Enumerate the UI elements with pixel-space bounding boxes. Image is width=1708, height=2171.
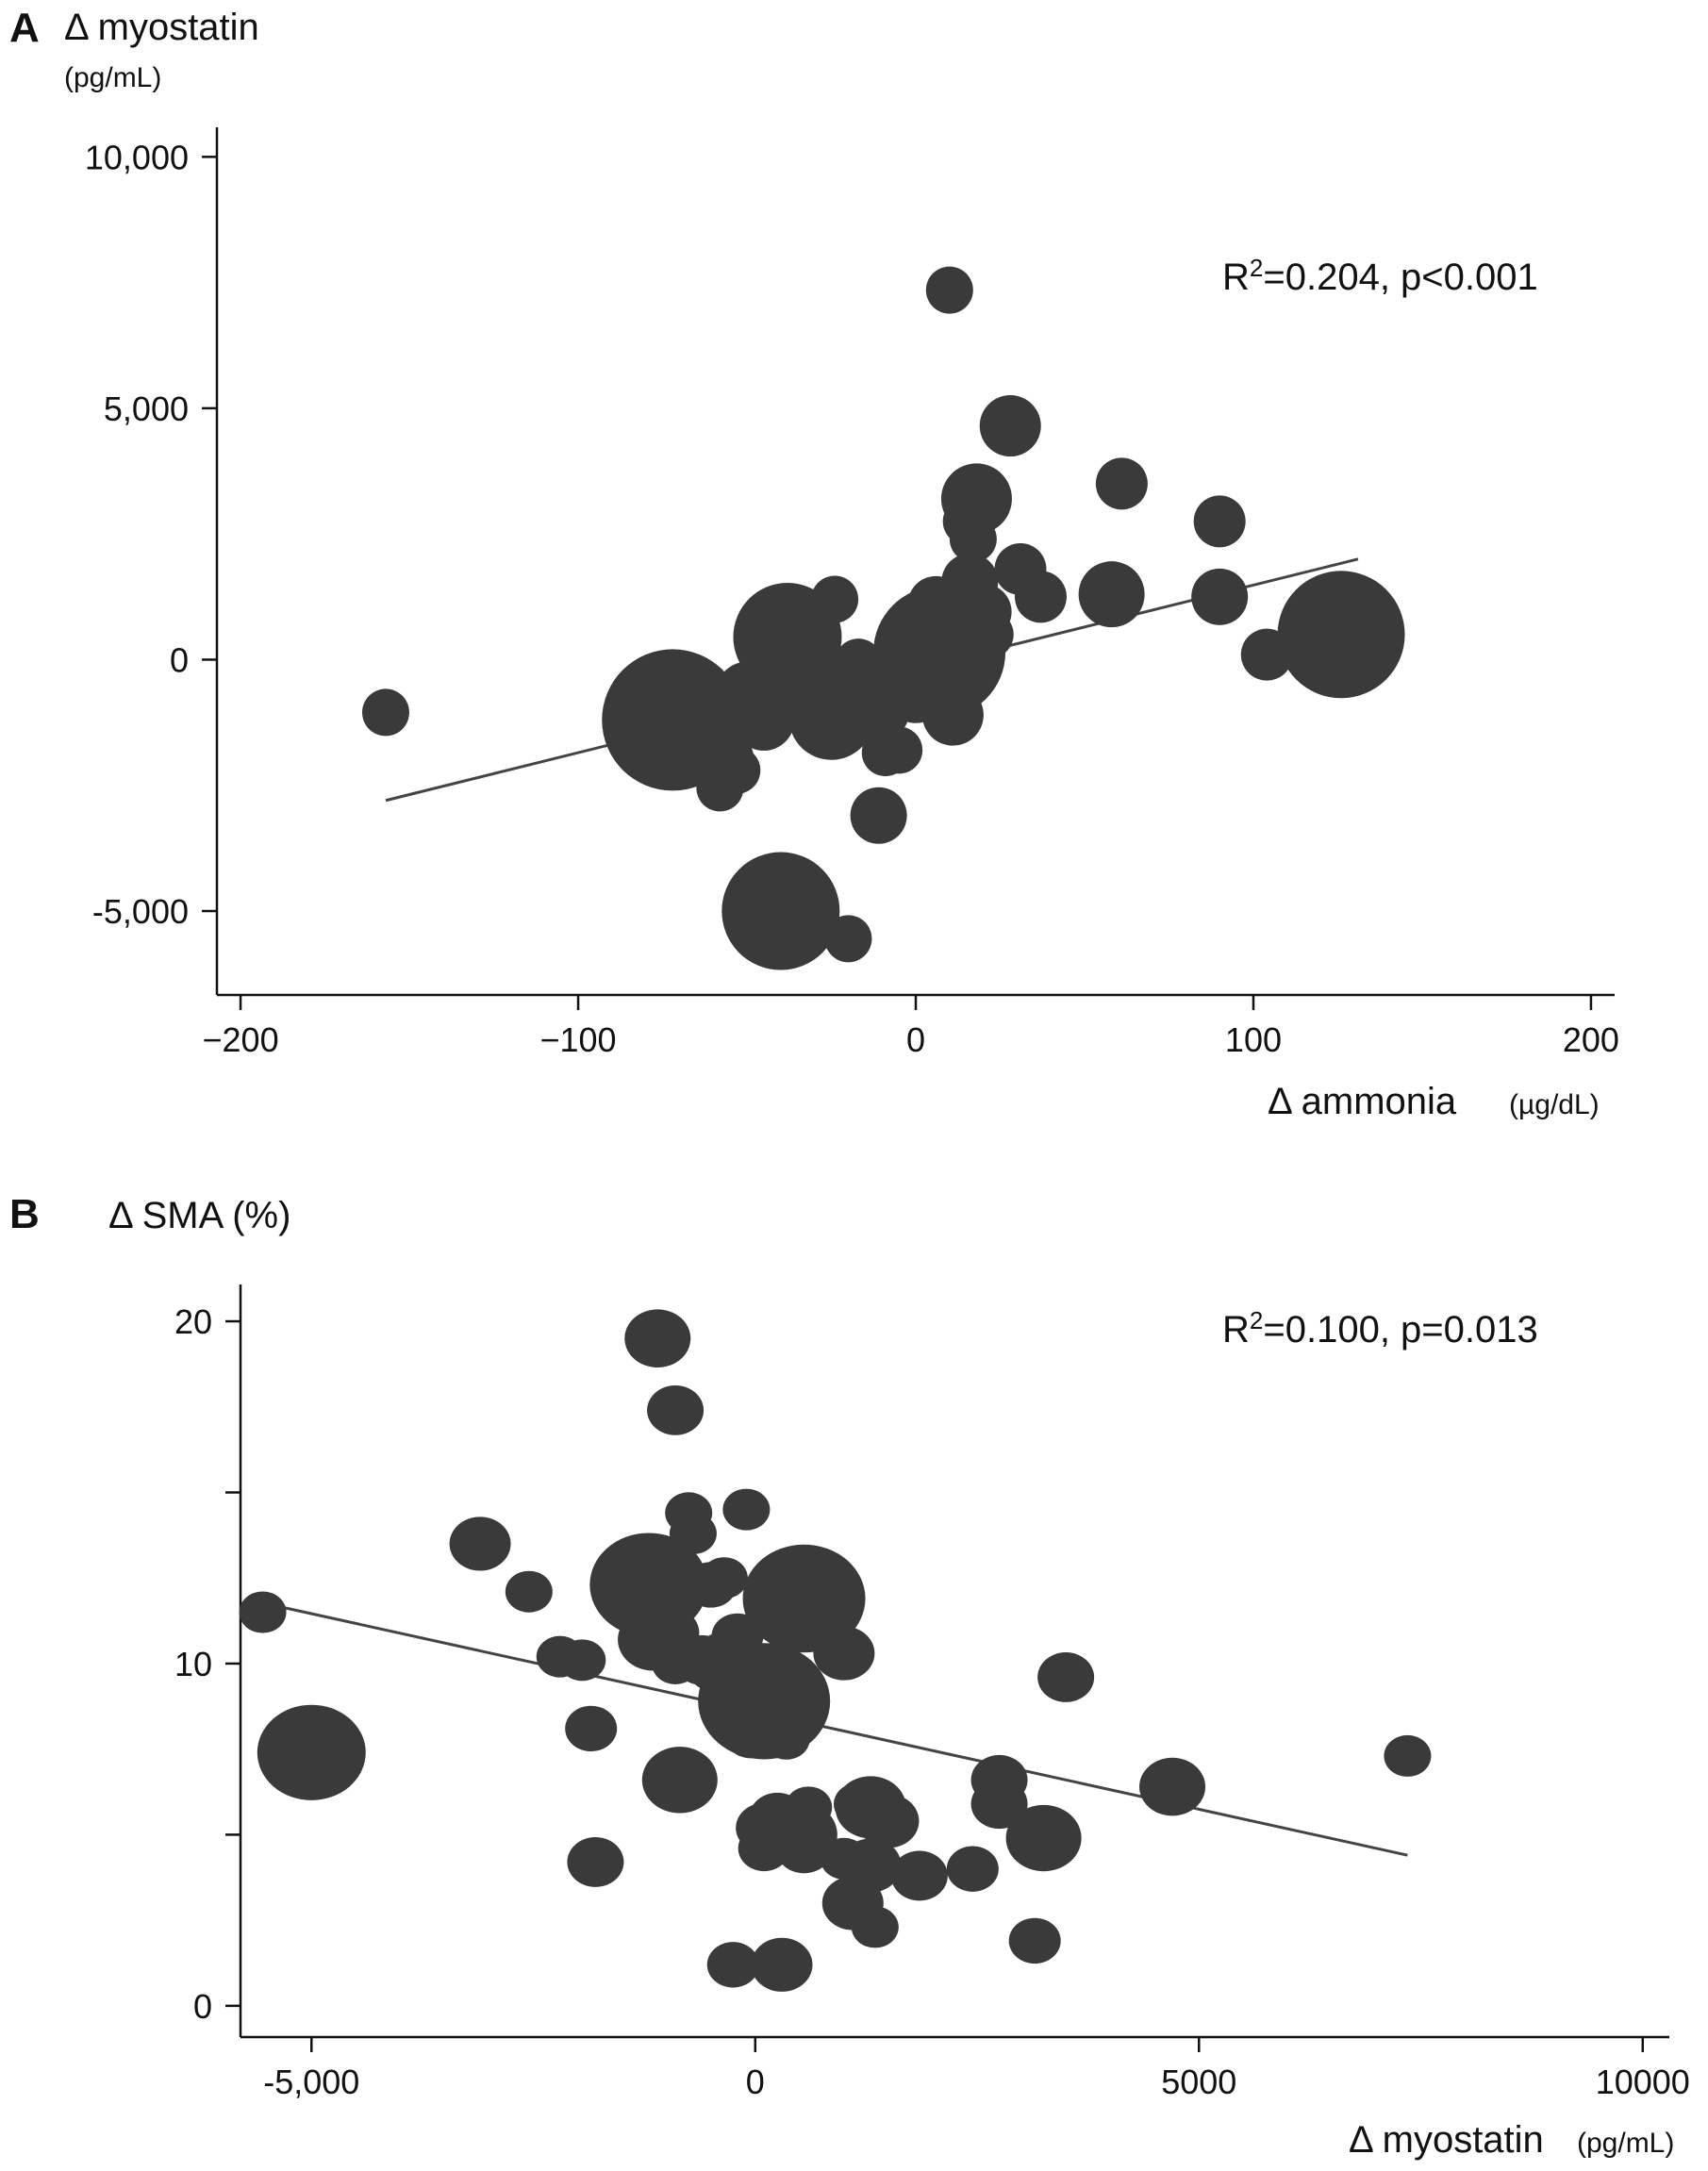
- panel-a-data-point: [824, 915, 872, 963]
- panel-a-x-tick-label: 0: [906, 1020, 925, 1059]
- panel-b-data-point: [722, 1488, 771, 1531]
- panel-b-y-tick-label: 0: [193, 1987, 212, 2026]
- panel-a-data-point: [932, 686, 980, 734]
- panel-b-data-point: [785, 1786, 833, 1829]
- panel-b-stats-r: R: [1222, 1309, 1250, 1351]
- panel-b-data-point: [1139, 1757, 1206, 1816]
- panel-a-data-point: [1277, 571, 1405, 699]
- panel-b-data-point: [565, 1705, 618, 1752]
- panel-b-points: [239, 1309, 1432, 1992]
- panel-b-x-tick-label: 0: [746, 2063, 765, 2101]
- panel-a-y-tick-label: 5,000: [104, 389, 189, 428]
- panel-b-x-tick-label: 10000: [1596, 2063, 1690, 2101]
- panel-b-data-point: [641, 1747, 718, 1814]
- panel-b-data-point: [762, 1717, 810, 1760]
- panel-b-y-tick-label: 10: [174, 1645, 212, 1683]
- panel-b-scatter: B Δ SMA (%) 0 10 20 -5,000 0 5000 10000 R2=0.1…: [9, 1191, 1690, 2161]
- panel-b-data-point: [742, 1544, 866, 1653]
- panel-b-data-point: [851, 1906, 899, 1948]
- panel-b-data-point: [970, 1779, 1028, 1830]
- panel-b-letter: B: [9, 1191, 40, 1237]
- panel-a-points: [361, 266, 1405, 970]
- panel-b-y-tick-label: 20: [174, 1302, 212, 1341]
- panel-b-data-point: [505, 1570, 553, 1613]
- panel-a-data-point: [1193, 495, 1246, 548]
- panel-b-stats-sup: 2: [1250, 1306, 1263, 1334]
- panel-b-data-point: [647, 1384, 705, 1435]
- panel-a-y-tick-label: 10,000: [85, 138, 189, 176]
- panel-a-letter: A: [9, 5, 40, 51]
- panel-b-stats-rest: =0.100, p=0.013: [1263, 1309, 1537, 1351]
- panel-a-data-point: [361, 688, 409, 737]
- panel-a-data-point: [1095, 457, 1148, 510]
- panel-b-data-point: [1384, 1734, 1432, 1777]
- panel-a-x-tick-label: −200: [203, 1020, 279, 1059]
- panel-b-data-point: [449, 1516, 511, 1571]
- panel-a-data-point: [713, 746, 761, 794]
- panel-a-data-point: [966, 610, 1014, 658]
- panel-a-data-point: [1191, 568, 1249, 625]
- panel-b-data-point: [257, 1704, 366, 1800]
- panel-a-data-point: [875, 726, 923, 774]
- panel-a-y-tick-label: -5,000: [92, 892, 189, 931]
- panel-a-data-point: [811, 575, 859, 623]
- panel-b-x-tick-label: -5,000: [263, 2063, 359, 2101]
- panel-b-data-point: [558, 1639, 606, 1682]
- panel-b-data-point: [1005, 1804, 1082, 1872]
- panel-b-data-point: [946, 1846, 999, 1892]
- panel-a-axes: -5,000 0 5,000 10,000 −200 −100 0 100 200: [85, 127, 1619, 1059]
- panel-a-data-point: [666, 654, 714, 702]
- panel-b-data-point: [567, 1837, 624, 1887]
- panel-b-x-tick-label: 5000: [1161, 2063, 1236, 2101]
- panel-a-stats: R2=0.204, p<0.001: [1222, 254, 1538, 298]
- panel-a-xlabel: Δ ammonia: [1268, 1081, 1457, 1122]
- panel-b-data-point: [890, 1850, 948, 1901]
- panel-b-xunit: (pg/mL): [1577, 2128, 1674, 2159]
- panel-b-xlabel: Δ myostatin: [1349, 2119, 1544, 2161]
- panel-a-data-point: [1014, 571, 1067, 623]
- panel-b-ylabel: Δ SMA (%): [108, 1195, 290, 1236]
- panel-a-data-point: [850, 787, 907, 844]
- panel-b-stats: R2=0.100, p=0.013: [1222, 1306, 1538, 1351]
- panel-b-data-point: [669, 1513, 717, 1555]
- panel-b-regression-line: [257, 1600, 1408, 1857]
- panel-b-data-point: [239, 1591, 287, 1633]
- panel-a-scatter: A Δ myostatin (pg/mL) -5,000 0 5,000 10,000…: [9, 5, 1619, 1122]
- panel-b-axes: 0 10 20 -5,000 0 5000 10000: [174, 1284, 1690, 2101]
- panel-a-y-tick-label: 0: [170, 640, 189, 679]
- panel-b-data-point: [857, 1794, 920, 1848]
- panel-a-xunit: (µg/dL): [1509, 1089, 1600, 1120]
- panel-a-x-tick-label: 200: [1563, 1020, 1619, 1059]
- panel-b-data-point: [1008, 1917, 1061, 1964]
- panel-b-data-point: [839, 1838, 902, 1893]
- panel-b-data-point: [775, 1823, 833, 1874]
- panel-b-data-point: [1037, 1652, 1095, 1702]
- panel-a-data-point: [1078, 561, 1145, 628]
- panel-b-data-point: [813, 1626, 875, 1681]
- panel-a-yunit: (pg/mL): [64, 62, 161, 93]
- panel-a-data-point: [979, 395, 1041, 457]
- panel-a-x-tick-label: 100: [1225, 1020, 1282, 1059]
- panel-a-data-point: [925, 266, 973, 314]
- panel-b-data-point: [624, 1309, 691, 1367]
- panel-b-data-point: [706, 1942, 759, 1988]
- panel-a-x-tick-label: −100: [539, 1020, 616, 1059]
- panel-a-stats-r: R: [1222, 257, 1250, 298]
- panel-a-data-point: [956, 482, 1004, 530]
- panel-a-ylabel: Δ myostatin: [64, 7, 259, 48]
- panel-b-data-point: [751, 1937, 813, 1992]
- panel-b-data-point: [700, 1557, 748, 1599]
- panel-a-stats-rest: =0.204, p<0.001: [1263, 257, 1537, 298]
- panel-a-data-point: [721, 852, 840, 970]
- panel-a-stats-sup: 2: [1250, 254, 1263, 282]
